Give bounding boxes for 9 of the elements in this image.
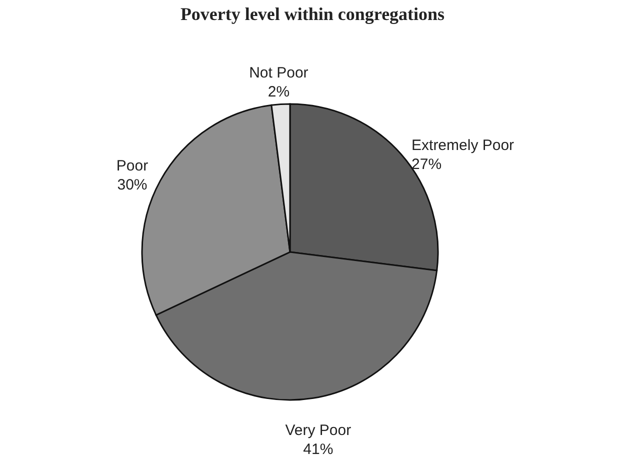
- data-label: 27%: [412, 156, 442, 173]
- slice-label: Very Poor: [285, 422, 352, 439]
- data-label: 41%: [303, 440, 334, 458]
- data-label: 30%: [117, 176, 148, 194]
- slice-label: Not Poor: [249, 64, 308, 82]
- data-label: 2%: [268, 83, 290, 100]
- slice-label: Poor: [116, 157, 148, 174]
- chart-title: Poverty level within congregations: [180, 4, 445, 24]
- slice-label: Extremely Poor: [412, 136, 514, 154]
